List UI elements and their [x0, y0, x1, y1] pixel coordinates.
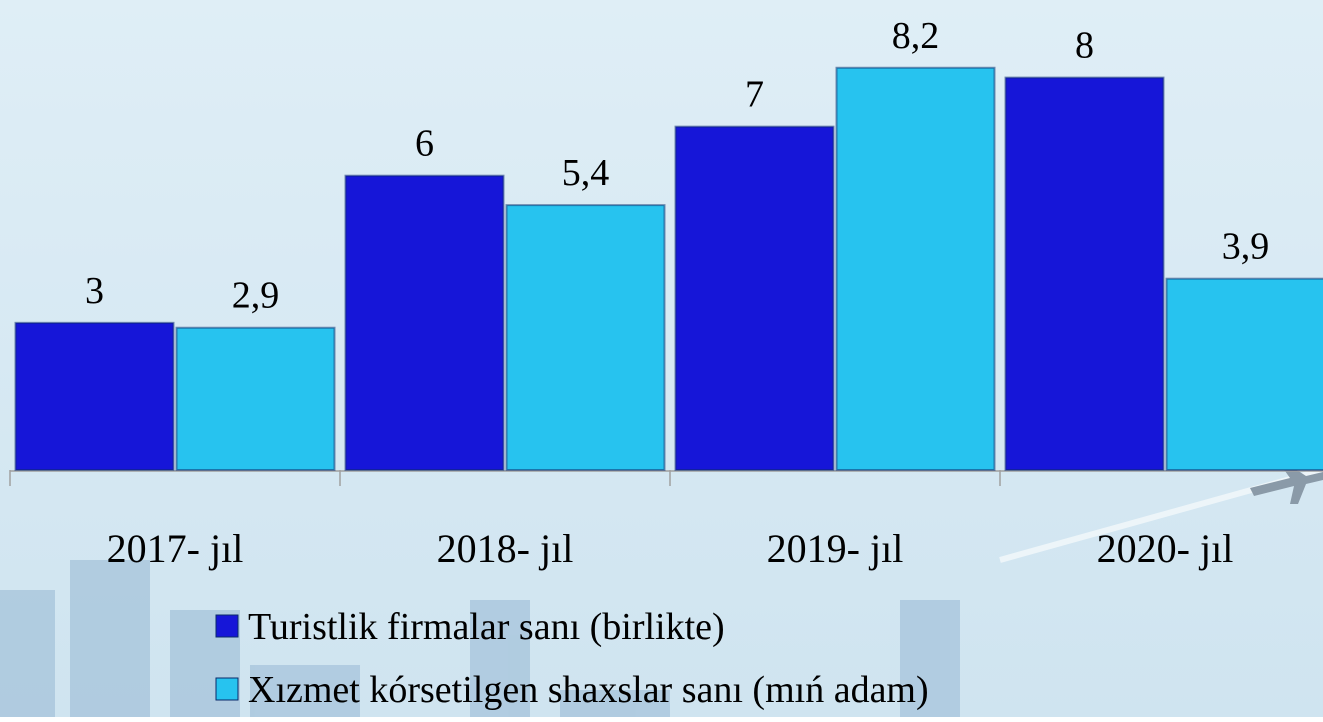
x-tick-label: 2020- jıl [1097, 526, 1234, 571]
bar [676, 127, 834, 470]
value-label: 2,9 [232, 275, 280, 317]
value-label: 7 [745, 74, 764, 116]
value-label: 3,9 [1222, 226, 1270, 268]
value-label: 6 [415, 123, 434, 165]
value-label: 5,4 [562, 152, 610, 194]
bar [507, 205, 665, 470]
legend-label: Turistlik firmalar sanı (birlikte) [248, 606, 725, 648]
bar [346, 176, 504, 470]
value-label: 8,2 [892, 15, 940, 57]
x-tick-label: 2019- jıl [767, 526, 904, 571]
bar [1167, 279, 1323, 470]
legend-swatch [216, 678, 238, 700]
bar [16, 323, 174, 470]
bar [837, 68, 995, 470]
legend-swatch [216, 615, 238, 637]
chart: 2017- jıl 3 2,9 2018- jıl 6 5,4 2019- jıl 7 8,2 2… [0, 0, 1323, 717]
bar [1006, 78, 1164, 470]
legend-label: Xızmet kórsetilgen shaxslar sanı (mıń ad… [248, 669, 929, 711]
value-label: 3 [85, 270, 104, 312]
x-tick-label: 2017- jıl [107, 526, 244, 571]
value-label: 8 [1075, 25, 1094, 67]
bar [177, 328, 335, 470]
x-tick-label: 2018- jıl [437, 526, 574, 571]
